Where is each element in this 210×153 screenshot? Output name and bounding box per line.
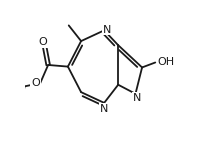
Text: N: N <box>100 104 108 114</box>
Text: O: O <box>39 37 48 47</box>
Text: O: O <box>31 78 40 88</box>
Text: OH: OH <box>158 57 175 67</box>
Text: N: N <box>133 93 141 103</box>
Text: N: N <box>103 24 111 35</box>
